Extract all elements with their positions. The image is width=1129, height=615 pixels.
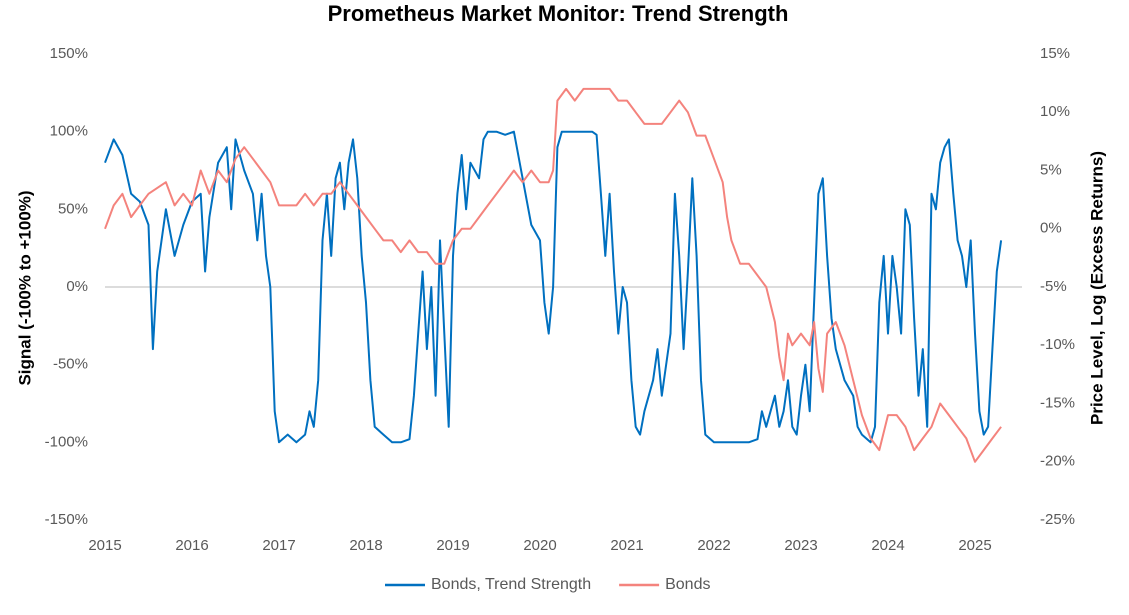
x-tick-label: 2016 <box>175 537 208 554</box>
y2-tick-label: -20% <box>1040 453 1075 470</box>
y-axis-label: Signal (-100% to +100%) <box>15 190 34 385</box>
y2-tick-label: 10% <box>1040 103 1070 120</box>
y-tick-label: 50% <box>58 200 88 217</box>
x-tick-label: 2022 <box>697 537 730 554</box>
y2-tick-label: -25% <box>1040 511 1075 528</box>
x-tick-label: 2021 <box>610 537 643 554</box>
x-tick-label: 2017 <box>262 537 295 554</box>
y-tick-label: -50% <box>53 356 88 373</box>
y2-tick-label: -15% <box>1040 394 1075 411</box>
y2-tick-label: 0% <box>1040 220 1062 237</box>
series-line <box>104 87 1002 463</box>
x-tick-label: 2020 <box>523 537 556 554</box>
x-tick-label: 2024 <box>871 537 904 554</box>
legend-label: Bonds, Trend Strength <box>431 576 591 593</box>
y2-tick-label: 15% <box>1040 45 1070 62</box>
y-tick-label: -150% <box>45 511 88 528</box>
y2-tick-label: 5% <box>1040 161 1062 178</box>
y-tick-label: 100% <box>50 123 88 140</box>
y-tick-label: 150% <box>50 45 88 62</box>
x-tick-label: 2015 <box>88 537 121 554</box>
y-tick-label: 0% <box>66 278 88 295</box>
x-tick-label: 2023 <box>784 537 817 554</box>
series-line <box>104 130 1003 444</box>
y-tick-label: -100% <box>45 433 88 450</box>
y2-tick-label: -5% <box>1040 278 1067 295</box>
y2-tick-label: -10% <box>1040 336 1075 353</box>
x-tick-label: 2018 <box>349 537 382 554</box>
x-tick-label: 2019 <box>436 537 469 554</box>
legend-label: Bonds <box>665 576 710 593</box>
y2-axis-label: Price Level, Log (Excess Returns) <box>1087 151 1106 425</box>
x-tick-label: 2025 <box>958 537 991 554</box>
chart-title: Prometheus Market Monitor: Trend Strengt… <box>328 1 789 26</box>
